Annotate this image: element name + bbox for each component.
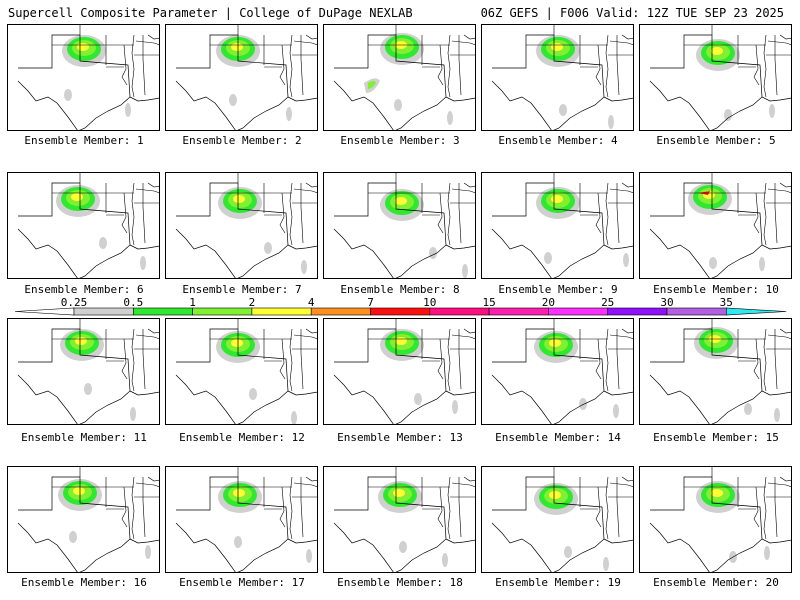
colorbar-segment bbox=[310, 307, 371, 316]
colorbar-segment bbox=[488, 307, 549, 316]
title-right: 06Z GEFS | F006 Valid: 12Z TUE SEP 23 20… bbox=[480, 6, 784, 20]
map-panel-member bbox=[481, 318, 634, 425]
member-label: Ensemble Member: 20 bbox=[653, 576, 779, 589]
colorbar-segment bbox=[133, 307, 193, 316]
member-label: Ensemble Member: 14 bbox=[495, 431, 621, 444]
member-label: Ensemble Member: 5 bbox=[656, 134, 776, 147]
map-panel-member bbox=[639, 318, 792, 425]
map-panel-member bbox=[7, 318, 160, 425]
map-panel-member bbox=[165, 172, 318, 279]
map-panel-member bbox=[323, 172, 476, 279]
colorbar-segment bbox=[666, 307, 727, 316]
colorbar-segment bbox=[429, 307, 490, 316]
colorbar-tick-label: 30 bbox=[660, 297, 673, 309]
member-label: Ensemble Member: 8 bbox=[340, 283, 460, 296]
colorbar-over-triangle bbox=[725, 307, 787, 316]
map-panel-member bbox=[7, 24, 160, 131]
map-panel-member bbox=[481, 172, 634, 279]
colorbar-tick-label: 25 bbox=[601, 297, 614, 309]
member-label: Ensemble Member: 11 bbox=[21, 431, 147, 444]
colorbar-tick-label: 0.5 bbox=[123, 297, 143, 309]
member-label: Ensemble Member: 1 bbox=[24, 134, 144, 147]
member-label: Ensemble Member: 17 bbox=[179, 576, 305, 589]
map-panel-member bbox=[481, 24, 634, 131]
member-label: Ensemble Member: 4 bbox=[498, 134, 618, 147]
map-panel-member bbox=[481, 466, 634, 573]
colorbar-tick-label: 0.25 bbox=[61, 297, 88, 309]
member-label: Ensemble Member: 9 bbox=[498, 283, 618, 296]
member-label: Ensemble Member: 10 bbox=[653, 283, 779, 296]
member-label: Ensemble Member: 12 bbox=[179, 431, 305, 444]
member-label: Ensemble Member: 13 bbox=[337, 431, 463, 444]
map-panel-member bbox=[165, 24, 318, 131]
colorbar-under-triangle bbox=[14, 307, 75, 316]
colorbar-segment bbox=[548, 307, 609, 316]
colorbar-tick-label: 10 bbox=[423, 297, 436, 309]
title-left: Supercell Composite Parameter | College … bbox=[8, 6, 413, 20]
colorbar-segment bbox=[370, 307, 431, 316]
colorbar: 0.25 0.5 1 2 4 7 10 15 20 25 30 35 bbox=[14, 297, 787, 316]
colorbar-segment bbox=[73, 307, 134, 316]
map-panel-member bbox=[323, 466, 476, 573]
map-panel-member bbox=[639, 24, 792, 131]
colorbar-segment bbox=[251, 307, 312, 316]
member-label: Ensemble Member: 15 bbox=[653, 431, 779, 444]
colorbar-tick-label: 4 bbox=[308, 297, 315, 309]
colorbar-tick-label: 20 bbox=[542, 297, 555, 309]
member-label: Ensemble Member: 18 bbox=[337, 576, 463, 589]
colorbar-tick-label: 15 bbox=[482, 297, 495, 309]
colorbar-tick-label: 35 bbox=[720, 297, 733, 309]
colorbar-segment bbox=[607, 307, 668, 316]
member-label: Ensemble Member: 3 bbox=[340, 134, 460, 147]
map-panel-member bbox=[323, 318, 476, 425]
colorbar-tick-label: 2 bbox=[249, 297, 256, 309]
colorbar-tick-label: 7 bbox=[367, 297, 374, 309]
map-panel-member bbox=[7, 172, 160, 279]
map-panel-member bbox=[165, 318, 318, 425]
member-label: Ensemble Member: 2 bbox=[182, 134, 302, 147]
map-panel-member bbox=[165, 466, 318, 573]
member-label: Ensemble Member: 7 bbox=[182, 283, 302, 296]
colorbar-tick-label: 1 bbox=[189, 297, 196, 309]
map-panel-member bbox=[639, 172, 792, 279]
map-panel-member bbox=[639, 466, 792, 573]
member-label: Ensemble Member: 19 bbox=[495, 576, 621, 589]
member-label: Ensemble Member: 6 bbox=[24, 283, 144, 296]
map-panel-member bbox=[323, 24, 476, 131]
colorbar-segment bbox=[192, 307, 253, 316]
member-label: Ensemble Member: 16 bbox=[21, 576, 147, 589]
map-panel-member bbox=[7, 466, 160, 573]
